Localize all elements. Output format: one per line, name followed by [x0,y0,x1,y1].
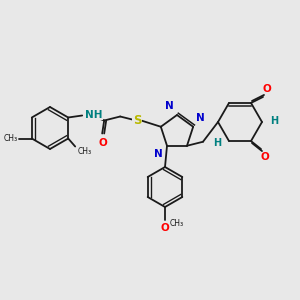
Text: H: H [270,116,278,126]
Text: CH₃: CH₃ [170,218,184,227]
Text: NH: NH [85,110,103,119]
Text: O: O [99,137,108,148]
Text: N: N [165,101,174,111]
Text: O: O [261,152,269,162]
Text: N: N [196,113,205,123]
Text: O: O [262,84,272,94]
Text: N: N [154,149,163,159]
Text: CH₃: CH₃ [77,148,91,157]
Text: H: H [213,138,221,148]
Text: CH₃: CH₃ [4,134,18,143]
Text: S: S [133,114,141,127]
Text: O: O [160,223,169,233]
